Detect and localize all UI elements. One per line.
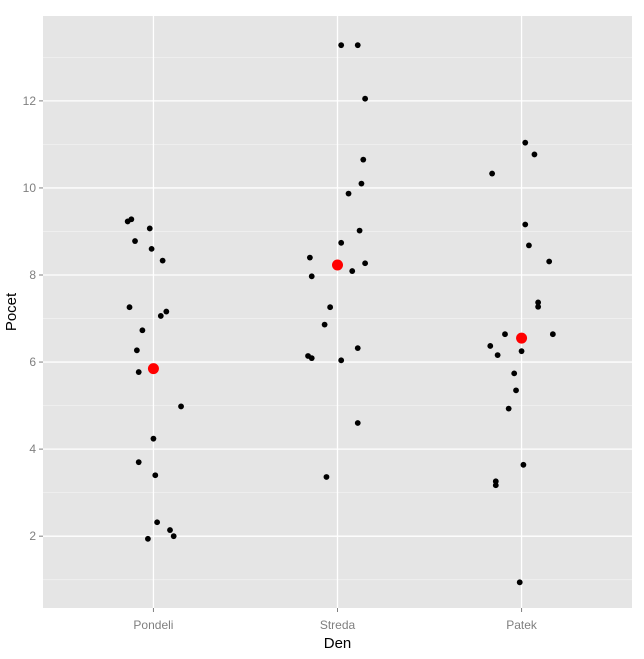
data-point [327, 304, 334, 311]
data-point [150, 435, 157, 442]
x-axis-ticks: Pondeli Streda Patek [133, 608, 538, 632]
data-point [133, 347, 140, 354]
data-point [159, 257, 166, 264]
data-point [535, 299, 542, 306]
data-point [516, 579, 523, 586]
data-point [489, 170, 496, 177]
data-point [360, 156, 367, 163]
data-point [135, 369, 142, 375]
data-point [526, 242, 532, 249]
data-point [518, 348, 525, 355]
data-point [522, 139, 529, 146]
data-point [492, 482, 499, 489]
data-point [354, 420, 361, 426]
data-point [167, 527, 173, 533]
data-point [135, 459, 142, 466]
data-point [323, 474, 330, 480]
data-point [520, 461, 527, 468]
x-axis-title: Den [324, 635, 352, 652]
data-point [345, 190, 352, 197]
data-point [146, 225, 153, 232]
data-point [362, 95, 369, 102]
x-tick-label: Patek [506, 618, 538, 632]
y-tick-label: 6 [29, 355, 36, 369]
data-point [132, 238, 138, 244]
y-tick-label: 12 [23, 94, 37, 108]
data-point [546, 258, 553, 265]
data-point [308, 355, 315, 362]
data-point [306, 254, 313, 261]
y-axis-ticks: 2 4 6 8 10 12 [23, 94, 43, 543]
data-point [549, 331, 556, 338]
y-tick-label: 2 [29, 529, 36, 543]
data-point [356, 227, 363, 234]
data-point [126, 304, 133, 311]
data-point [522, 221, 529, 228]
data-point [362, 260, 369, 267]
data-point [338, 42, 345, 49]
data-point [505, 405, 512, 412]
y-tick-label: 4 [29, 442, 36, 456]
grid-lines [43, 16, 632, 608]
data-point [148, 245, 155, 252]
data-point [494, 352, 501, 358]
data-point [152, 472, 159, 479]
mean-point [516, 332, 528, 344]
data-point [178, 403, 184, 410]
data-point [354, 345, 361, 352]
data-point [128, 216, 135, 223]
y-tick-label: 8 [29, 268, 36, 282]
y-axis-title: Pocet [3, 292, 20, 331]
data-point [354, 42, 361, 49]
data-point [513, 387, 519, 394]
mean-point [332, 259, 343, 271]
data-point [338, 239, 345, 246]
data-points [124, 42, 556, 586]
data-point [163, 308, 170, 315]
data-point [535, 303, 542, 310]
data-point [145, 535, 151, 542]
y-tick-label: 10 [23, 181, 37, 195]
data-point [170, 533, 177, 540]
data-point [338, 357, 345, 364]
data-point [154, 519, 161, 526]
x-tick-label: Streda [320, 618, 356, 632]
x-tick-label: Pondeli [133, 618, 173, 632]
data-point [531, 151, 538, 158]
data-point [139, 327, 146, 334]
data-point [321, 321, 328, 328]
data-point [157, 313, 164, 319]
data-point [487, 343, 494, 349]
data-point [502, 331, 508, 338]
mean-points [147, 259, 528, 375]
data-point [358, 180, 365, 187]
data-point [308, 273, 315, 280]
mean-point [147, 363, 159, 375]
data-point [511, 370, 518, 377]
data-point [349, 268, 356, 274]
